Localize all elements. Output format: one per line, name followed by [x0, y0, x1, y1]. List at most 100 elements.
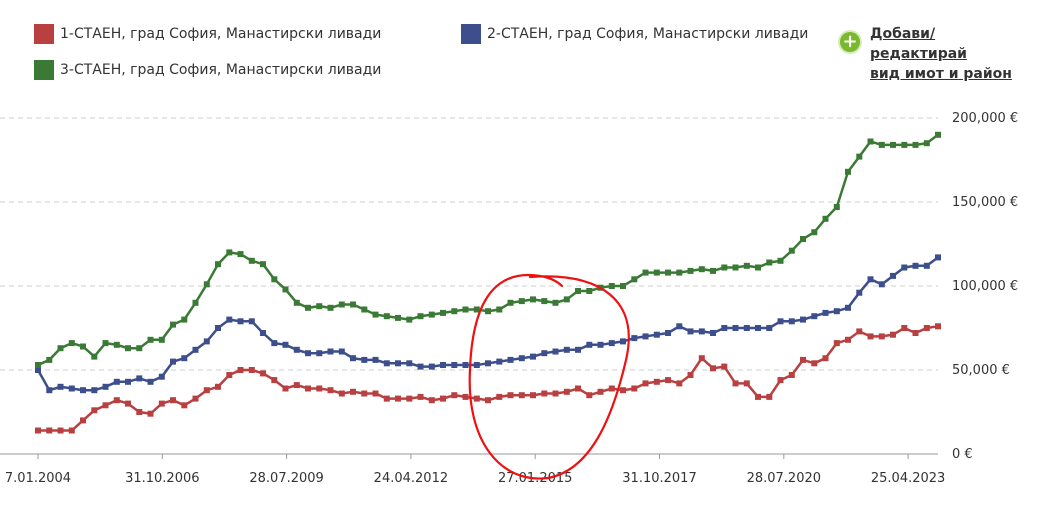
- series-1-point: [732, 380, 739, 387]
- series-3-point: [80, 343, 86, 350]
- series-3-point: [687, 267, 694, 274]
- series-1-point: [327, 387, 334, 394]
- series-3-point: [395, 314, 401, 321]
- series-1-point: [800, 356, 806, 363]
- y-tick-label: 150,000 €: [952, 195, 1018, 210]
- series-2-point: [575, 346, 581, 353]
- series-2-point: [845, 304, 851, 311]
- series-2-point: [485, 360, 491, 367]
- legend-item-3-room[interactable]: 3-СТАЕН, град София, Манастирски ливади: [34, 60, 381, 80]
- series-2-point: [125, 378, 131, 385]
- series-1-point: [395, 395, 401, 402]
- series-3-point: [485, 308, 491, 315]
- series-2-point: [912, 262, 919, 269]
- series-1-point: [406, 395, 413, 402]
- series-3-point: [125, 345, 131, 352]
- series-1-point: [68, 427, 75, 434]
- series-1-point: [35, 427, 41, 434]
- series-2-point: [496, 358, 503, 365]
- series-3-point: [102, 340, 109, 347]
- series-3-point: [417, 313, 424, 320]
- series-1-point: [586, 392, 593, 399]
- series-1-point: [777, 377, 784, 384]
- series-3-point: [923, 140, 930, 147]
- series-3-point: [811, 229, 818, 236]
- legend-item-1-room[interactable]: 1-СТАЕН, град София, Манастирски ливади: [34, 24, 381, 44]
- series-3-point: [507, 299, 514, 306]
- series-1-point: [608, 385, 615, 392]
- x-tick-label: 28.07.2020: [747, 471, 821, 486]
- legend-item-2-room[interactable]: 2-СТАЕН, град София, Манастирски ливади: [461, 24, 808, 44]
- x-tick-label: 24.04.2012: [374, 471, 448, 486]
- series-2-point: [113, 378, 120, 385]
- series-1-point: [507, 392, 514, 399]
- series-2-point: [372, 356, 379, 363]
- series-3-point: [833, 204, 840, 210]
- series-3-point: [473, 306, 480, 313]
- series-3-point: [732, 264, 739, 271]
- series-1-point: [361, 390, 368, 397]
- series-1-point: [901, 325, 908, 331]
- series-1-point: [248, 367, 255, 373]
- series-2-point: [462, 362, 469, 368]
- series-2-point: [248, 318, 255, 325]
- series-1-point: [192, 395, 199, 402]
- series-2-point: [620, 338, 626, 345]
- chart-legend: 1-СТАЕН, град София, Манастирски ливади …: [0, 0, 1052, 100]
- series-3-point: [608, 283, 615, 289]
- series-3-point: [665, 269, 671, 276]
- series-line-1: [38, 325, 939, 432]
- series-2-point: [743, 325, 750, 331]
- series-3-point: [271, 276, 278, 283]
- series-2-point: [226, 316, 233, 323]
- series-2-point: [732, 325, 739, 331]
- add-edit-property-link[interactable]: + Добави/редактирай вид имот и район: [840, 24, 1020, 84]
- series-1-point: [766, 393, 773, 400]
- series-3-point: [316, 303, 323, 310]
- series-1-point: [822, 355, 829, 362]
- series-3-point: [800, 236, 806, 242]
- series-3-point: [451, 308, 458, 315]
- series-2-point: [158, 373, 165, 380]
- series-3-point: [57, 345, 64, 352]
- series-1-point: [215, 383, 221, 390]
- series-2-point: [631, 335, 638, 342]
- series-3-point: [338, 301, 345, 308]
- series-2-point: [608, 340, 615, 347]
- series-3-point: [755, 264, 761, 271]
- series-1-point: [935, 323, 941, 330]
- series-2-point: [361, 356, 368, 363]
- series-1-point: [631, 385, 638, 392]
- series-3-point: [383, 313, 390, 320]
- series-2-point: [406, 360, 413, 367]
- series-2-point: [305, 350, 311, 357]
- series-3-point: [68, 340, 75, 347]
- series-3-point: [372, 311, 379, 318]
- series-1-point: [57, 427, 64, 434]
- series-3-point: [350, 301, 356, 308]
- series-3-point: [170, 321, 176, 328]
- series-2-point: [350, 355, 356, 362]
- series-2-point: [35, 367, 41, 373]
- series-2-point: [417, 363, 424, 370]
- series-1-point: [676, 380, 683, 387]
- x-tick-label: 25.04.2023: [871, 471, 945, 486]
- series-1-point: [845, 336, 851, 343]
- series-2-point: [46, 387, 53, 394]
- series-1-point: [338, 390, 345, 397]
- series-2-point: [473, 362, 480, 368]
- add-link-line1: Добави/редактирай: [870, 26, 967, 62]
- series-1-point: [923, 325, 930, 331]
- add-edit-property-label: Добави/редактирай вид имот и район: [870, 24, 1020, 84]
- series-1-point: [890, 331, 896, 338]
- series-2-point: [170, 358, 176, 365]
- series-1-point: [383, 395, 390, 402]
- series-1-point: [102, 402, 109, 409]
- series-1-point: [113, 397, 120, 404]
- series-1-point: [575, 385, 581, 392]
- series-2-point: [822, 309, 829, 316]
- x-tick-label: 31.10.2017: [622, 471, 696, 486]
- series-1-point: [597, 388, 604, 395]
- legend-label: 2-СТАЕН, град София, Манастирски ливади: [487, 26, 809, 42]
- series-1-point: [743, 380, 750, 387]
